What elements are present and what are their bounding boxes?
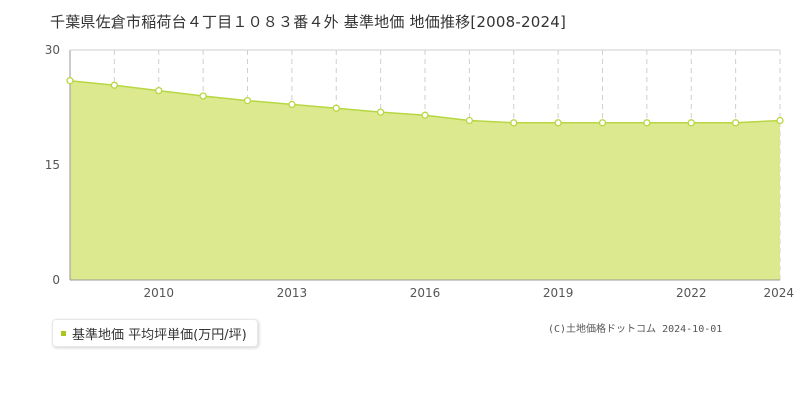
x-tick-label-2013: 2013	[277, 286, 308, 300]
legend-label: 基準地価 平均坪単価(万円/坪)	[72, 327, 247, 343]
x-tick-label-2010: 2010	[143, 286, 174, 300]
data-point-2015	[376, 108, 385, 116]
y-tick-label-30: 30	[45, 43, 60, 57]
data-point-2012	[243, 96, 252, 105]
x-tick-label-2019: 2019	[543, 286, 574, 300]
x-tick-label-2022: 2022	[676, 286, 707, 300]
x-tick-label-2016: 2016	[410, 286, 441, 300]
x-tick-label-2024: 2024	[763, 286, 794, 300]
data-point-2016	[421, 111, 429, 119]
data-point-2010	[155, 86, 163, 95]
price-area	[70, 80, 780, 280]
data-point-2019	[554, 119, 562, 127]
data-point-2011	[199, 92, 207, 100]
legend: 基準地価 平均坪単価(万円/坪)	[52, 319, 258, 347]
axis-layer	[69, 49, 780, 281]
data-point-2008	[66, 77, 74, 85]
data-point-2017	[465, 116, 474, 125]
data-point-2023	[731, 119, 740, 127]
data-point-2024	[776, 116, 784, 125]
legend-swatch	[61, 330, 66, 336]
data-point-2009	[110, 81, 119, 89]
data-point-2014	[332, 104, 340, 112]
data-point-2018	[510, 119, 518, 127]
copyright: (C)土地価格ドットコム 2024-10-01	[548, 324, 723, 335]
tick-label-layer: 0 15 30 2010 2013 2016 2019 2022 2024	[45, 43, 794, 300]
data-point-2022	[687, 119, 695, 127]
marker-layer	[66, 77, 784, 127]
data-point-2020	[598, 119, 607, 127]
data-point-2013	[288, 100, 296, 109]
chart-title: 千葉県佐倉市稲荷台４丁目１０８３番４外 基準地価 地価推移[2008-2024]	[50, 13, 567, 31]
data-point-2021	[643, 119, 651, 127]
y-tick-label-0: 0	[52, 273, 60, 287]
y-tick-label-15: 15	[45, 158, 60, 172]
